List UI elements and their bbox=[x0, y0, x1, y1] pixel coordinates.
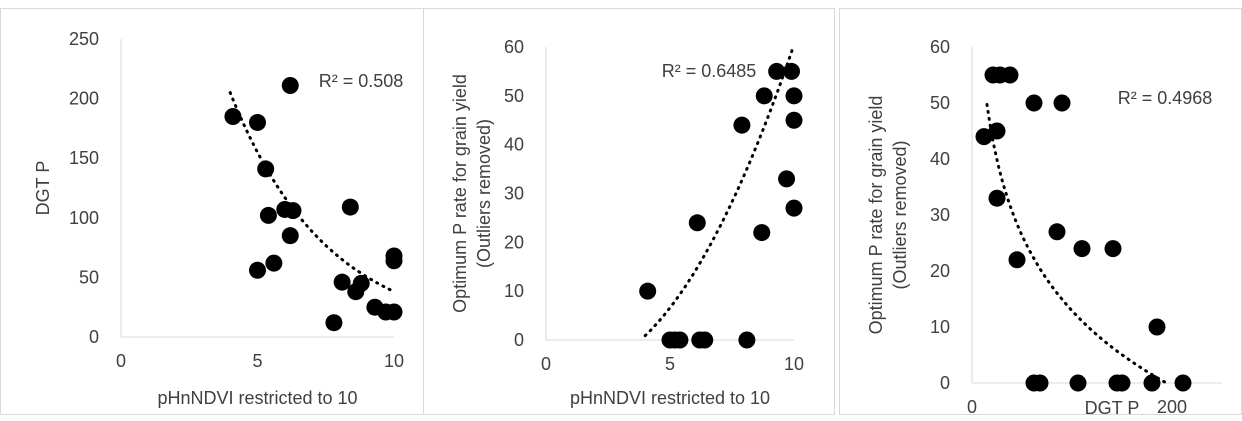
data-point bbox=[1104, 240, 1122, 258]
data-point bbox=[352, 274, 370, 292]
data-point bbox=[785, 111, 803, 129]
data-point bbox=[988, 189, 1006, 207]
y-tick-label: 20 bbox=[930, 261, 950, 281]
r-squared-annotation: R² = 0.508 bbox=[319, 71, 404, 91]
data-point bbox=[688, 214, 706, 232]
y-axis-label: DGT P bbox=[33, 161, 53, 216]
x-tick-label: 0 bbox=[967, 397, 977, 416]
panel-left: 0 50 100 150 200 250 0 5 10 pHnNDVI restricted to… bbox=[0, 8, 425, 415]
data-point bbox=[1073, 240, 1091, 258]
data-point bbox=[257, 160, 275, 178]
r-squared-annotation: R² = 0.4968 bbox=[1118, 88, 1213, 108]
data-point bbox=[333, 273, 351, 291]
x-axis-label: DGT P bbox=[1085, 398, 1140, 416]
x-tick-label: 0 bbox=[116, 351, 126, 371]
data-point bbox=[281, 227, 299, 245]
data-point bbox=[639, 282, 657, 300]
data-point bbox=[988, 122, 1006, 140]
data-point bbox=[783, 62, 801, 80]
y-tick-label: 0 bbox=[940, 373, 950, 393]
y-tick-label: 60 bbox=[504, 37, 524, 57]
y-axis-label: Optimum P rate for grain yield (Outliers … bbox=[866, 96, 910, 335]
y-tick-label: 10 bbox=[504, 281, 524, 301]
y-tick-label: 30 bbox=[930, 205, 950, 225]
x-tick-label: 10 bbox=[384, 351, 404, 371]
x-tick-label: 10 bbox=[784, 354, 804, 374]
data-point bbox=[738, 331, 756, 349]
y-tick-label: 150 bbox=[69, 148, 99, 168]
trendline bbox=[228, 91, 396, 293]
data-point bbox=[696, 331, 714, 349]
y-tick-label: 30 bbox=[504, 184, 524, 204]
data-point bbox=[1053, 94, 1071, 112]
data-point bbox=[385, 252, 403, 270]
data-point bbox=[1143, 374, 1161, 392]
x-tick-label: 5 bbox=[252, 351, 262, 371]
data-point bbox=[249, 113, 266, 131]
data-point bbox=[341, 198, 359, 216]
data-point bbox=[785, 199, 803, 217]
x-tick-label: 0 bbox=[541, 354, 551, 374]
panel-middle: 0 10 20 30 40 50 60 0 5 10 pHnNDVI restricted to 1… bbox=[423, 8, 835, 415]
data-point bbox=[385, 303, 403, 321]
data-point bbox=[1113, 374, 1131, 392]
data-point bbox=[1069, 374, 1087, 392]
data-point bbox=[265, 254, 283, 272]
data-point bbox=[671, 331, 689, 349]
data-point bbox=[259, 206, 277, 224]
data-point bbox=[1001, 66, 1019, 84]
y-tick-label: 60 bbox=[930, 37, 950, 57]
data-point bbox=[1148, 318, 1166, 336]
y-tick-label: 40 bbox=[930, 149, 950, 169]
data-point bbox=[1008, 251, 1026, 269]
data-point bbox=[1174, 374, 1192, 392]
data-point bbox=[249, 261, 266, 279]
trendline bbox=[643, 45, 796, 338]
y-tick-label: 0 bbox=[89, 327, 99, 347]
chart-dgt-vs-ndvi: 0 50 100 150 200 250 0 5 10 pHnNDVI restricted to… bbox=[33, 29, 404, 408]
panel-right: 0 10 20 30 40 50 60 0 200 DGT P Optimum P rate for… bbox=[839, 8, 1242, 418]
data-point bbox=[1048, 223, 1066, 241]
data-point bbox=[785, 87, 803, 105]
y-tick-label: 0 bbox=[514, 330, 524, 350]
y-tick-label: 20 bbox=[504, 232, 524, 252]
x-tick-label: 200 bbox=[1157, 397, 1187, 416]
y-axis-label: Optimum P rate for grain yield (Outliers … bbox=[450, 74, 494, 313]
data-point bbox=[768, 62, 786, 80]
y-tick-label: 200 bbox=[69, 89, 99, 109]
data-point bbox=[284, 202, 302, 220]
data-point bbox=[778, 170, 796, 188]
data-point bbox=[325, 314, 343, 332]
x-axis-label: pHnNDVI restricted to 10 bbox=[570, 388, 770, 408]
y-tick-label: 50 bbox=[504, 86, 524, 106]
data-point bbox=[1031, 374, 1049, 392]
data-point bbox=[281, 76, 299, 94]
r-squared-annotation: R² = 0.6485 bbox=[662, 61, 757, 81]
data-point bbox=[1025, 94, 1043, 112]
chart-optimum-vs-dgt: 0 10 20 30 40 50 60 0 200 DGT P Optimum P rate for… bbox=[866, 37, 1222, 418]
y-tick-label: 50 bbox=[79, 267, 99, 287]
data-point bbox=[755, 87, 773, 105]
x-tick-label: 5 bbox=[665, 354, 675, 374]
x-axis-label: pHnNDVI restricted to 10 bbox=[157, 388, 357, 408]
data-point bbox=[753, 224, 771, 242]
chart-optimum-vs-ndvi: 0 10 20 30 40 50 60 0 5 10 pHnNDVI restricted to 1… bbox=[450, 37, 804, 408]
data-point bbox=[975, 128, 993, 146]
data-point bbox=[733, 116, 751, 134]
data-point bbox=[224, 107, 242, 125]
y-tick-label: 40 bbox=[504, 135, 524, 155]
y-tick-label: 100 bbox=[69, 208, 99, 228]
y-tick-label: 250 bbox=[69, 29, 99, 49]
y-tick-label: 50 bbox=[930, 93, 950, 113]
y-tick-label: 10 bbox=[930, 317, 950, 337]
